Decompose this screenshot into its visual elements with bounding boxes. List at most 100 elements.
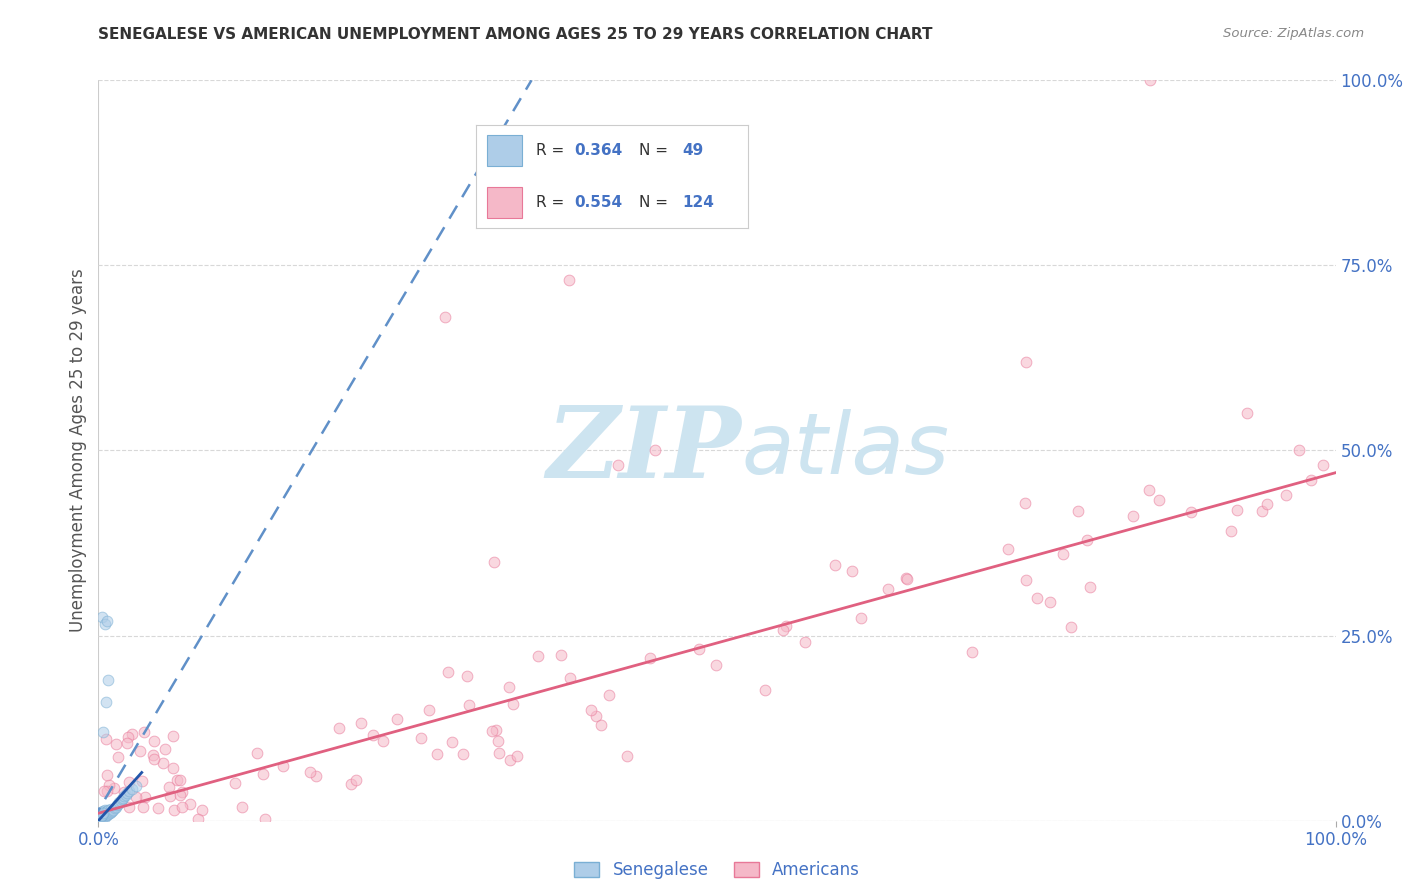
Point xyxy=(453,747,475,761)
Point xyxy=(146,801,169,815)
Point xyxy=(94,808,117,822)
Point xyxy=(1288,443,1310,458)
Point xyxy=(191,803,214,817)
Point xyxy=(894,571,917,585)
Point xyxy=(488,747,510,761)
Point xyxy=(644,443,666,458)
Point xyxy=(91,610,114,624)
Point xyxy=(93,803,115,817)
Point xyxy=(1299,473,1322,487)
Point xyxy=(1122,509,1144,524)
Point xyxy=(91,808,114,822)
Point xyxy=(688,642,710,657)
Text: N =: N = xyxy=(640,143,673,158)
Point xyxy=(1275,488,1298,502)
Point xyxy=(1250,504,1272,518)
Point xyxy=(98,806,121,821)
Point xyxy=(121,781,143,796)
Point xyxy=(441,735,464,749)
Point xyxy=(557,273,579,287)
Point xyxy=(103,803,125,817)
Point xyxy=(458,698,481,713)
Text: SENEGALESE VS AMERICAN UNEMPLOYMENT AMONG AGES 25 TO 29 YEARS CORRELATION CHART: SENEGALESE VS AMERICAN UNEMPLOYMENT AMON… xyxy=(98,27,934,42)
Point xyxy=(91,805,114,820)
Point xyxy=(124,779,146,793)
Point xyxy=(93,724,115,739)
FancyBboxPatch shape xyxy=(486,187,522,218)
Point xyxy=(162,803,184,817)
Point xyxy=(484,555,506,569)
Point xyxy=(93,806,115,821)
Point xyxy=(142,752,165,766)
Point xyxy=(579,703,602,717)
Point xyxy=(97,673,120,687)
Point xyxy=(112,785,135,799)
Point xyxy=(121,727,143,741)
Point xyxy=(96,807,118,822)
Point xyxy=(104,799,127,814)
Point xyxy=(486,734,509,748)
Y-axis label: Unemployment Among Ages 25 to 29 years: Unemployment Among Ages 25 to 29 years xyxy=(69,268,87,632)
Point xyxy=(224,776,246,790)
Point xyxy=(100,805,122,820)
Point xyxy=(104,737,127,751)
Point xyxy=(90,810,112,824)
Point xyxy=(90,807,112,822)
Point xyxy=(142,748,165,763)
Point xyxy=(456,669,478,683)
Point xyxy=(498,680,520,694)
Point xyxy=(152,756,174,770)
FancyBboxPatch shape xyxy=(486,135,522,166)
Point xyxy=(754,683,776,698)
Legend: Senegalese, Americans: Senegalese, Americans xyxy=(574,861,860,879)
Point xyxy=(340,777,363,791)
Point xyxy=(253,812,276,826)
Point xyxy=(1039,595,1062,609)
Point xyxy=(186,812,208,826)
Point xyxy=(550,648,572,662)
Point xyxy=(117,736,139,750)
Point xyxy=(93,807,115,822)
Point xyxy=(328,721,350,735)
Point xyxy=(1067,504,1090,518)
Point xyxy=(162,730,184,744)
Point xyxy=(142,734,165,748)
Point xyxy=(96,804,118,818)
Point xyxy=(1014,496,1036,510)
Point xyxy=(426,747,449,761)
Point xyxy=(110,794,132,808)
Text: 0.364: 0.364 xyxy=(574,143,621,158)
Point xyxy=(112,789,135,804)
Text: Source: ZipAtlas.com: Source: ZipAtlas.com xyxy=(1223,27,1364,40)
Point xyxy=(794,635,817,649)
Point xyxy=(91,811,114,825)
Point xyxy=(169,788,191,802)
Point xyxy=(585,708,607,723)
Point xyxy=(344,773,367,788)
Point xyxy=(387,712,409,726)
Point xyxy=(96,614,118,628)
Point xyxy=(94,807,117,822)
Point xyxy=(502,698,524,712)
Point xyxy=(103,781,125,796)
Point xyxy=(231,800,253,814)
Point xyxy=(128,744,150,758)
Point xyxy=(527,648,550,663)
Point xyxy=(118,800,141,814)
Point xyxy=(506,749,529,764)
Point xyxy=(170,785,193,799)
Point xyxy=(93,617,115,632)
Text: R =: R = xyxy=(536,143,569,158)
Point xyxy=(105,798,128,813)
Point xyxy=(772,624,794,638)
Point xyxy=(997,542,1019,557)
Point xyxy=(598,689,620,703)
Text: R =: R = xyxy=(536,195,569,210)
Point xyxy=(159,789,181,804)
Point xyxy=(409,731,432,745)
Point xyxy=(107,750,129,764)
Point xyxy=(179,797,201,812)
Point xyxy=(1026,591,1049,605)
Point xyxy=(96,783,118,797)
Point xyxy=(433,310,456,325)
